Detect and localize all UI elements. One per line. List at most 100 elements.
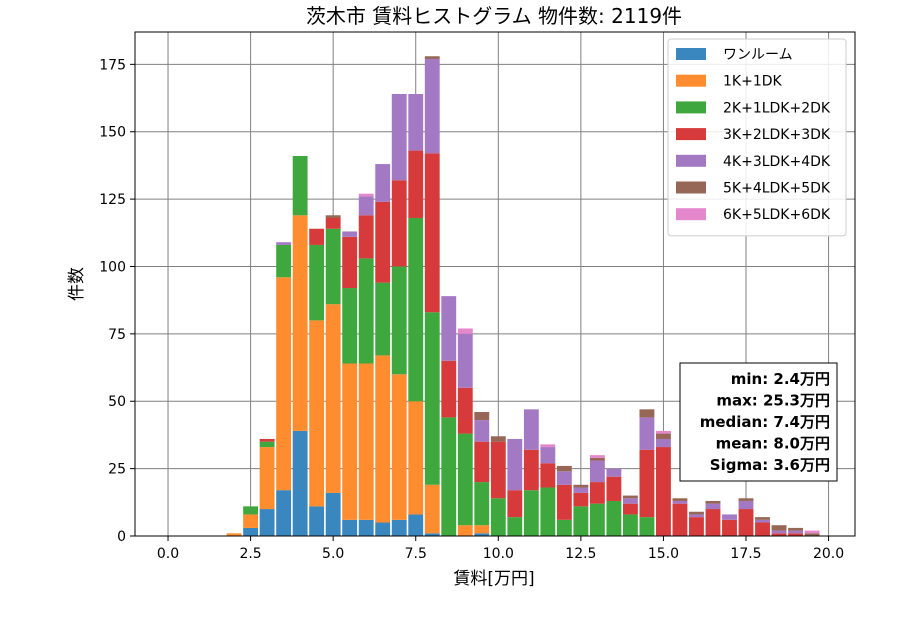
legend-label: 4K+3LDK+4DK xyxy=(723,154,831,170)
x-tick-label: 0.0 xyxy=(157,546,179,562)
bar-segment xyxy=(540,487,556,536)
bar-segment xyxy=(556,471,572,485)
bar-segment xyxy=(771,525,787,531)
bar-segment xyxy=(606,468,622,477)
bar-segment xyxy=(391,519,407,536)
bar-segment xyxy=(358,363,374,520)
x-tick-label: 5.0 xyxy=(322,546,344,562)
bar-segment xyxy=(490,441,506,499)
bar-segment xyxy=(705,500,721,504)
bar-segment xyxy=(457,387,473,434)
bar-segment xyxy=(804,530,820,534)
bar-segment xyxy=(276,490,292,536)
bar-segment xyxy=(507,517,523,536)
bar-segment xyxy=(573,487,589,493)
bar-segment xyxy=(259,447,275,510)
y-tick-label: 100 xyxy=(99,259,126,275)
bar-segment xyxy=(589,482,605,504)
bar-segment xyxy=(325,492,341,536)
bar-segment xyxy=(441,360,457,418)
y-tick-label: 50 xyxy=(108,394,126,410)
stats-line: mean: 8.0万円 xyxy=(716,435,830,453)
bar-segment xyxy=(342,231,358,237)
bar-segment xyxy=(474,525,490,534)
bar-segment xyxy=(589,460,605,483)
bar-segment xyxy=(259,438,275,442)
axis-ticks: 0.0 2.5 5.0 7.5 10.0 12.5 15.0 17.5 20.0 0 25 50 75 1… xyxy=(99,57,844,562)
bar-segment xyxy=(424,56,440,59)
chart-title: 茨木市 賃料ヒストグラム 物件数: 2119件 xyxy=(306,4,682,28)
bar-segment xyxy=(424,58,440,154)
bar-segment xyxy=(788,530,803,534)
bar-segment xyxy=(589,457,605,461)
bar-segment xyxy=(755,522,770,536)
bar-segment xyxy=(689,511,704,515)
y-tick-label: 75 xyxy=(108,327,126,343)
bar-segment xyxy=(276,277,292,491)
bar-segment xyxy=(672,503,688,536)
stats-line: median: 7.4万円 xyxy=(700,413,830,431)
bar-segment xyxy=(738,509,754,536)
x-axis-label: 賃料[万円] xyxy=(453,569,534,589)
bar-segment xyxy=(441,417,457,536)
y-tick-label: 25 xyxy=(108,462,126,478)
y-tick-label: 0 xyxy=(117,529,126,545)
bar-segment xyxy=(523,449,539,491)
y-axis-label: 件数 xyxy=(67,267,87,301)
bar-segment xyxy=(358,258,374,364)
bar-segment xyxy=(292,155,308,216)
bar-segment xyxy=(606,476,622,501)
bar-segment xyxy=(309,506,325,536)
bar-segment xyxy=(755,517,770,520)
bar-segment xyxy=(457,333,473,388)
bar-segment xyxy=(523,490,539,536)
bar-segment xyxy=(391,93,407,181)
bar-segment xyxy=(358,193,374,197)
bar-segment xyxy=(589,503,605,536)
x-tick-label: 2.5 xyxy=(239,546,261,562)
bar-segment xyxy=(656,447,671,536)
bar-segment xyxy=(672,500,688,504)
legend-swatch xyxy=(676,128,706,141)
legend-frame xyxy=(667,38,847,237)
bar-segment xyxy=(656,438,671,448)
legend-label: 5K+4LDK+5DK xyxy=(723,181,831,197)
bar-segment xyxy=(375,201,391,283)
legend-swatch xyxy=(676,181,706,194)
bar-segment xyxy=(391,266,407,375)
bar-segment xyxy=(342,236,358,289)
bar-segment xyxy=(540,444,556,448)
plot-frame xyxy=(134,31,856,537)
bar-segment xyxy=(689,517,704,536)
bar-segment xyxy=(457,328,473,334)
bar-segment xyxy=(441,296,457,361)
bar-segment xyxy=(490,498,506,536)
bar-segment xyxy=(507,490,523,518)
legend-swatch xyxy=(676,154,706,167)
grid-lines xyxy=(135,32,855,537)
legend-swatch xyxy=(676,48,706,60)
bar-segment xyxy=(639,409,655,418)
bar-segment xyxy=(639,417,655,450)
bar-segment xyxy=(771,530,787,534)
bar-segment xyxy=(424,312,440,485)
x-tick-label: 20.0 xyxy=(813,546,844,562)
bar-segment xyxy=(309,320,325,507)
bar-segment xyxy=(474,482,490,526)
legend-swatch xyxy=(676,208,706,221)
bar-segment xyxy=(408,514,424,536)
legend-label: 1K+1DK xyxy=(723,74,783,90)
bar-segment xyxy=(722,514,737,520)
bar-segment xyxy=(738,500,754,510)
bar-segment xyxy=(722,519,737,536)
bar-segment xyxy=(788,533,803,536)
bar-segment xyxy=(226,533,242,536)
bar-segment xyxy=(243,506,259,515)
stats-line: max: 25.3万円 xyxy=(716,392,830,410)
bar-segment xyxy=(689,514,704,518)
bar-segment xyxy=(243,527,259,536)
bar-segment xyxy=(259,441,275,448)
stats-frame xyxy=(679,362,838,482)
bar-segment xyxy=(705,503,721,510)
bar-segment xyxy=(276,242,292,245)
